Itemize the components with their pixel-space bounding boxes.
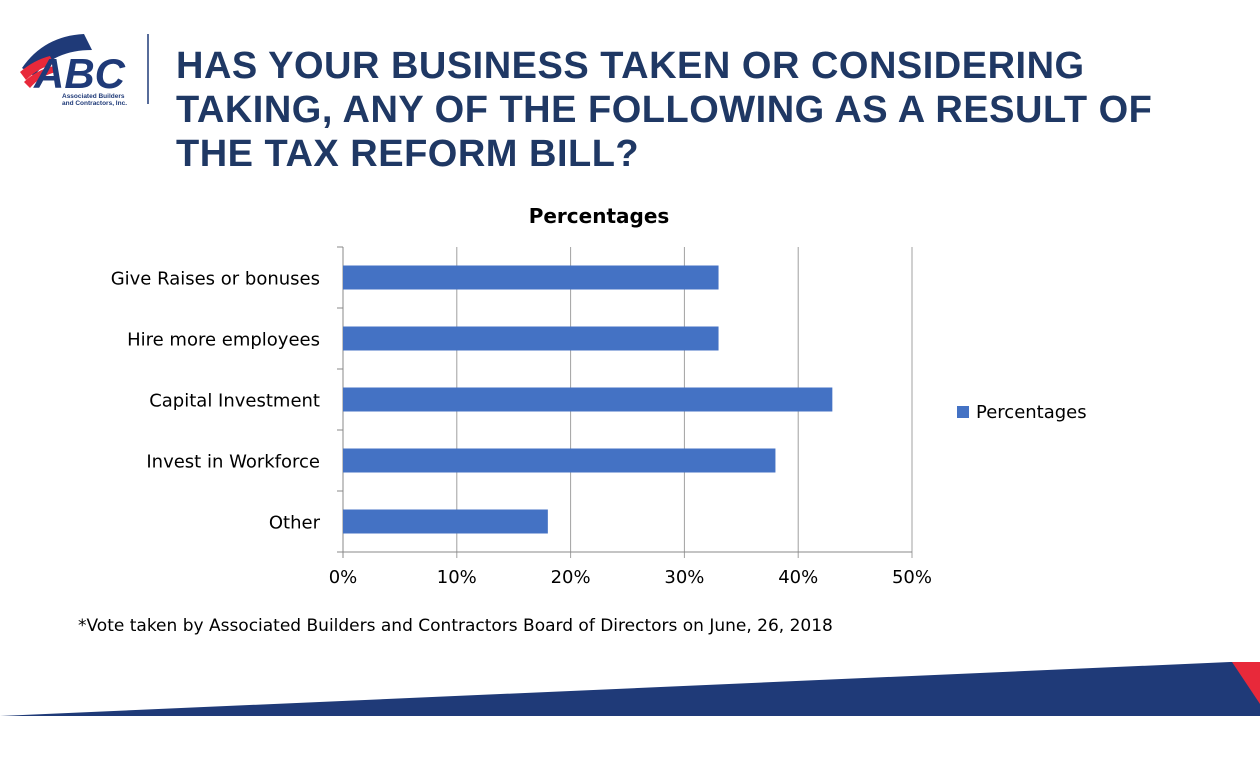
svg-text:ABC: ABC — [33, 50, 126, 97]
bar-chart: Percentages 0% 10% 20% 30% 40% 50% Give Raises… — [111, 204, 1087, 588]
footer-banner — [0, 662, 1260, 716]
x-tick-label: 50% — [892, 567, 932, 588]
bar — [343, 265, 719, 290]
legend-swatch — [957, 406, 969, 418]
chart-title: Percentages — [529, 204, 670, 228]
x-tick-label: 40% — [778, 567, 818, 588]
legend: Percentages — [957, 402, 1087, 423]
x-tick-label: 0% — [329, 567, 358, 588]
svg-text:Associated Builders: Associated Builders — [62, 93, 125, 100]
abc-logo: ABC Associated Builders and Contractors,… — [20, 34, 149, 106]
bar — [343, 387, 833, 412]
category-label: Other — [269, 513, 321, 534]
x-tick-label: 10% — [437, 567, 477, 588]
x-tick-label: 20% — [551, 567, 591, 588]
category-label: Hire more employees — [127, 330, 320, 351]
category-label: Capital Investment — [149, 391, 320, 412]
bar — [343, 326, 719, 351]
category-label: Give Raises or bonuses — [111, 269, 320, 290]
slide-title: HAS YOUR BUSINESS TAKEN OR CONSIDERING T… — [176, 45, 1153, 175]
bar — [343, 509, 548, 534]
footnote: *Vote taken by Associated Builders and C… — [78, 616, 833, 636]
legend-label: Percentages — [976, 402, 1087, 423]
category-label: Invest in Workforce — [146, 452, 320, 473]
x-tick-label: 30% — [664, 567, 704, 588]
bar — [343, 448, 776, 473]
svg-text:and Contractors, Inc.: and Contractors, Inc. — [62, 100, 127, 106]
